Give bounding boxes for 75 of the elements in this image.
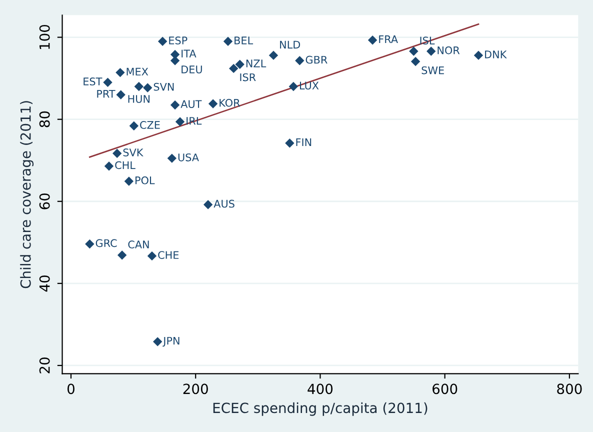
annotation: NOR bbox=[438, 46, 460, 54]
point bbox=[170, 100, 180, 110]
annotation: BEL bbox=[234, 36, 254, 44]
point bbox=[143, 83, 152, 92]
point bbox=[409, 46, 418, 56]
annotation: CHE bbox=[158, 251, 179, 259]
annotation: SVK bbox=[123, 148, 144, 156]
annotation: HUN bbox=[128, 95, 150, 103]
annotation: LUX bbox=[300, 82, 319, 90]
x-tick-label: 600 bbox=[432, 384, 458, 394]
annotation: DEU bbox=[182, 66, 202, 74]
annotation: MEX bbox=[126, 68, 148, 76]
annotation: GRC bbox=[96, 239, 117, 248]
point bbox=[175, 117, 185, 126]
x-tick-label: 800 bbox=[557, 384, 582, 394]
point bbox=[134, 82, 144, 92]
annotation: KOR bbox=[220, 98, 240, 107]
point bbox=[368, 36, 378, 45]
point bbox=[203, 200, 213, 210]
point bbox=[235, 60, 244, 69]
x-tick-label: 400 bbox=[308, 384, 333, 394]
annotation: JPN bbox=[162, 336, 180, 347]
point bbox=[474, 50, 484, 60]
point bbox=[116, 90, 126, 100]
point bbox=[104, 161, 114, 171]
point bbox=[112, 148, 122, 158]
point bbox=[103, 78, 112, 88]
point bbox=[268, 50, 278, 60]
annotation: SVN bbox=[154, 82, 174, 91]
annotation: EST bbox=[84, 78, 102, 86]
annotation: SWE bbox=[422, 66, 444, 74]
point bbox=[116, 68, 125, 78]
point bbox=[288, 82, 298, 92]
x-tick-label: 0 bbox=[67, 384, 74, 394]
annotation: AUS bbox=[214, 200, 234, 208]
annotation: POL bbox=[136, 176, 155, 184]
annotation: ESP bbox=[169, 36, 188, 44]
annotation: FIN bbox=[296, 138, 312, 146]
point bbox=[124, 176, 134, 186]
annotation: AUT bbox=[180, 100, 202, 108]
point bbox=[229, 64, 238, 74]
annotation: PRT bbox=[97, 90, 116, 98]
point bbox=[410, 56, 420, 66]
point bbox=[167, 154, 177, 163]
annotation: CHL bbox=[115, 161, 136, 170]
point bbox=[285, 138, 294, 148]
annotation: ISR bbox=[240, 73, 256, 82]
point bbox=[129, 121, 139, 130]
annotation: DNK bbox=[485, 50, 507, 58]
annotation: NLD bbox=[280, 40, 300, 48]
y-axis-title: Child care coverage (2011) bbox=[20, 101, 34, 288]
y-tick-label: 20 bbox=[39, 358, 50, 374]
y-tick-label: 40 bbox=[39, 276, 50, 292]
point bbox=[117, 250, 127, 260]
point bbox=[147, 251, 157, 261]
point bbox=[426, 46, 436, 56]
point bbox=[158, 36, 168, 46]
x-tick-label: 200 bbox=[183, 384, 208, 394]
point bbox=[295, 56, 304, 66]
annotation: GBR bbox=[306, 56, 328, 64]
point bbox=[208, 99, 218, 108]
y-tick-label: 80 bbox=[39, 111, 50, 128]
y-tick-label: 60 bbox=[39, 193, 50, 210]
point bbox=[85, 239, 94, 249]
annotation: USA bbox=[178, 153, 199, 162]
y-tick-label: 100 bbox=[39, 24, 50, 50]
x-axis-title: ECEC spending p/capita (2011) bbox=[213, 402, 428, 416]
annotation: ITA bbox=[182, 50, 196, 58]
annotation: CZE bbox=[140, 121, 160, 129]
annotation: NZL bbox=[246, 60, 266, 68]
point bbox=[170, 56, 180, 66]
annotation: CAN bbox=[128, 240, 149, 248]
annotation: FRA bbox=[379, 35, 398, 44]
point bbox=[152, 337, 162, 346]
point bbox=[223, 36, 233, 46]
